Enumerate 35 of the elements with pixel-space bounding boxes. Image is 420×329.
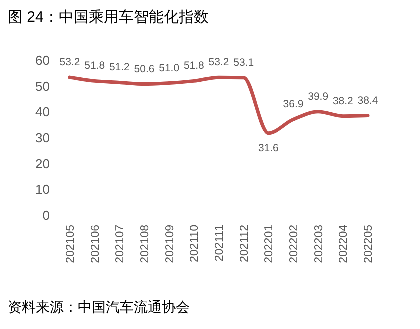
x-tick-label: 202108: [140, 225, 152, 264]
y-tick-label: 30: [36, 130, 50, 146]
y-tick-label: 50: [36, 78, 50, 94]
x-tick-label: 202204: [338, 224, 350, 264]
x-tick-label: 202201: [264, 225, 276, 264]
x-tick-label: 202203: [313, 225, 326, 264]
text: 51.2: [109, 62, 130, 74]
y-tick-label: 0: [42, 208, 50, 223]
x-tick-label: 202106: [90, 225, 102, 264]
x-tick-label: 202205: [363, 225, 375, 264]
text: 51.0: [159, 62, 180, 74]
x-tick-label: 202112: [238, 225, 251, 263]
text: 51.8: [184, 60, 204, 72]
text: 38.2: [332, 95, 354, 108]
y-tick-label: 10: [36, 182, 50, 198]
text: 38.4: [358, 94, 378, 107]
text: 36.9: [283, 98, 304, 111]
y-tick-label: 60: [36, 53, 50, 68]
text: 53.2: [60, 56, 80, 69]
x-tick-label: 202111: [214, 225, 226, 262]
x-tick-label: 202202: [288, 225, 300, 264]
x-tick-label: 202107: [114, 225, 127, 264]
x-tick-label: 202110: [189, 225, 202, 263]
text: 50.6: [134, 63, 155, 76]
x-tick-label: 202105: [65, 225, 77, 264]
text: 53.2: [208, 56, 230, 69]
text: 51.8: [84, 60, 106, 72]
y-tick-label: 20: [36, 156, 50, 172]
text: 31.6: [258, 142, 279, 154]
text: 53.1: [234, 56, 254, 69]
text: 资料来源：中国汽车流通协会: [8, 299, 190, 315]
chart-title: 图 24：中国乘用车智能化指数: [8, 9, 209, 26]
x-tick-label: 202109: [164, 225, 176, 264]
y-tick-label: 40: [36, 104, 50, 120]
text: 39.9: [308, 90, 329, 103]
